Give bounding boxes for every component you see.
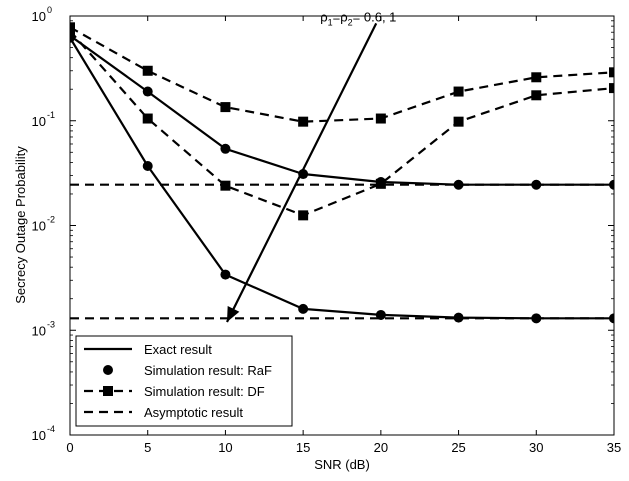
data-point xyxy=(220,269,231,280)
data-point xyxy=(375,178,386,189)
legend-entry-1: Simulation result: RaF xyxy=(103,363,272,378)
y-axis-label: Secrecy Outage Probability xyxy=(13,146,28,304)
legend-entry-2: Simulation result: DF xyxy=(84,384,265,399)
data-point xyxy=(142,86,153,97)
annotation-label-part: 2 xyxy=(348,17,353,27)
legend-entry-0: Exact result xyxy=(84,342,212,357)
data-point xyxy=(298,210,309,221)
x-tick-label: 5 xyxy=(144,440,151,455)
data-point xyxy=(375,113,386,124)
data-point xyxy=(220,143,231,154)
series-layer xyxy=(70,22,614,324)
x-tick-label: 10 xyxy=(218,440,232,455)
data-point xyxy=(531,72,542,83)
data-point xyxy=(453,179,464,190)
data-point xyxy=(609,83,614,94)
legend-entry-3: Asymptotic result xyxy=(84,405,243,420)
data-point xyxy=(609,67,614,78)
y-tick-label: 10 xyxy=(32,114,46,129)
legend-box xyxy=(75,335,293,427)
legend-label: Simulation result: RaF xyxy=(144,363,272,378)
annotation-label-part: ρ xyxy=(320,9,327,24)
data-point xyxy=(298,116,309,127)
y-tick-exponent: -2 xyxy=(47,215,55,225)
annotation-arrow-head xyxy=(226,305,240,322)
y-tick-label: 10 xyxy=(32,428,46,443)
data-point xyxy=(220,102,231,113)
annotation-label-part: ρ xyxy=(340,9,347,24)
x-tick-label: 15 xyxy=(296,440,310,455)
x-tick-label: 30 xyxy=(529,440,543,455)
y-tick-label: 10 xyxy=(32,9,46,24)
data-point xyxy=(142,113,153,124)
legend-marker xyxy=(103,365,113,375)
data-point xyxy=(531,90,542,101)
y-tick-exponent: -3 xyxy=(47,319,55,329)
x-tick-label: 0 xyxy=(66,440,73,455)
legend-label: Simulation result: DF xyxy=(144,384,265,399)
series-line xyxy=(70,26,614,123)
annotation-label: ρ1=ρ2= 0.6, 1 xyxy=(320,9,396,27)
legend-marker xyxy=(103,386,113,396)
data-point xyxy=(142,65,153,76)
data-point xyxy=(142,160,153,171)
y-tick-label: 10 xyxy=(32,219,46,234)
data-point xyxy=(70,25,75,36)
data-point xyxy=(453,312,464,323)
y-tick-exponent: -1 xyxy=(47,110,55,120)
y-tick-exponent: -4 xyxy=(47,424,55,434)
x-tick-label: 20 xyxy=(374,440,388,455)
legend: Exact result Simulation result: RaF Simula… xyxy=(75,335,293,427)
x-tick-label: 25 xyxy=(451,440,465,455)
legend-label: Asymptotic result xyxy=(144,405,243,420)
data-point xyxy=(298,303,309,314)
annotation-arrow-shaft xyxy=(225,22,378,323)
x-tick-label: 35 xyxy=(607,440,621,455)
legend-label: Exact result xyxy=(144,342,212,357)
annotation-label-part: = 0.6, 1 xyxy=(353,9,397,24)
y-tick-exponent: 0 xyxy=(47,5,52,15)
data-point xyxy=(453,86,464,97)
annotation-layer: ρ1=ρ2= 0.6, 1 xyxy=(225,9,396,323)
x-axis-label: SNR (dB) xyxy=(314,457,370,472)
annotation-label-part: = xyxy=(333,9,341,24)
annotation-label-part: 1 xyxy=(328,17,333,27)
y-tick-label: 10 xyxy=(32,323,46,338)
data-point xyxy=(453,116,464,127)
